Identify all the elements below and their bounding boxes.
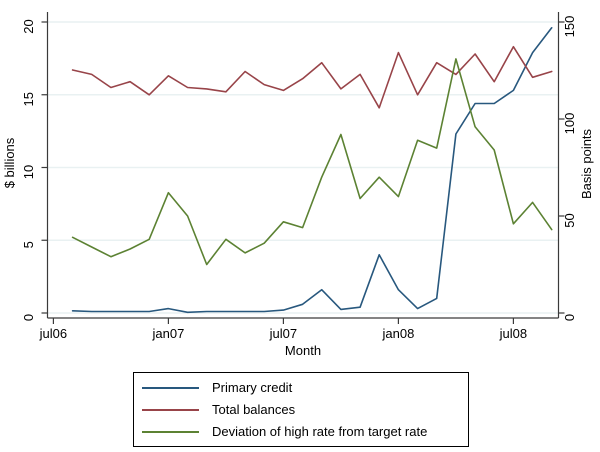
y-axis-left-tick-label: 0 (21, 314, 36, 321)
legend-line-swatch-primary-credit (142, 386, 199, 389)
series-line-primary-credit (71, 26, 553, 314)
x-axis-title: Month (285, 343, 321, 358)
x-axis-tick-label: jul06 (39, 326, 67, 341)
x-axis-tick-label: jul07 (269, 326, 297, 341)
legend-label: Primary credit (212, 380, 293, 395)
legend-line-swatch-deviation (142, 430, 199, 433)
y-axis-right-tick-label: 100 (562, 113, 577, 135)
y-axis-left-tick-label: 5 (21, 241, 36, 248)
legend-item: Deviation of high rate from target rate (134, 422, 468, 441)
series-line-deviation-of-high-rate-from-target-rate (71, 58, 553, 266)
x-axis-tick-label: jan07 (151, 326, 184, 341)
y-axis-left-title: $ billions (2, 137, 17, 188)
y-axis-right-tick-label: 50 (562, 213, 577, 227)
y-axis-right-tick-label: 0 (562, 314, 577, 321)
y-axis-left-tick-label: 10 (21, 165, 36, 179)
series-line-total-balances (71, 45, 553, 109)
x-axis-tick-label: jul08 (499, 326, 527, 341)
y-axis-left-tick-label: 20 (21, 19, 36, 33)
legend-line-swatch-total-balances (142, 408, 199, 411)
legend: Primary credit Total balances Deviation … (133, 372, 469, 447)
legend-item: Total balances (134, 400, 468, 419)
y-axis-right-title: Basis points (579, 128, 594, 199)
legend-label: Deviation of high rate from target rate (212, 424, 428, 439)
y-axis-left-tick-label: 15 (21, 92, 36, 106)
x-axis-tick-label: jan08 (381, 326, 414, 341)
legend-label: Total balances (212, 402, 296, 417)
legend-item: Primary credit (134, 378, 468, 397)
y-axis-right-tick-label: 150 (562, 16, 577, 38)
